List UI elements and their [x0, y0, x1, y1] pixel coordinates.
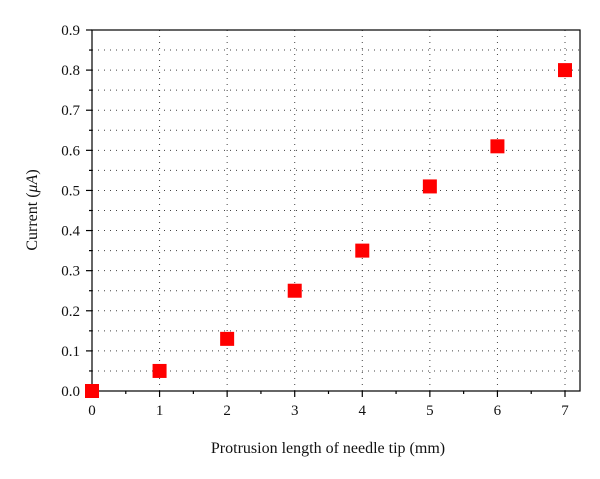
- x-tick-labels: 0 1 2 3 4 5 6 7: [88, 403, 569, 419]
- y-axis-title-prefix: Current (: [24, 192, 41, 250]
- data-point: [152, 363, 167, 378]
- data-point: [490, 139, 505, 154]
- y-tick-label: 0.3: [61, 264, 80, 280]
- x-tick-label: 5: [426, 403, 434, 419]
- x-tick-label: 1: [156, 403, 164, 419]
- y-tick-labels: 0.0 0.1 0.2 0.3 0.4 0.5 0.6 0.7 0.8 0.9: [61, 23, 80, 400]
- data-point: [287, 283, 302, 298]
- y-tick-label: 0.7: [61, 103, 80, 119]
- y-tick-label: 0.0: [61, 384, 80, 400]
- x-tick-label: 6: [494, 403, 502, 419]
- y-tick-label: 0.6: [61, 143, 80, 159]
- y-tick-label: 0.2: [61, 304, 80, 320]
- y-axis-title-suffix: ): [24, 169, 41, 174]
- data-points: [85, 63, 572, 398]
- data-point: [558, 63, 572, 78]
- data-point: [220, 331, 235, 346]
- y-axis-title: Current (μA): [24, 169, 41, 250]
- data-point: [422, 179, 437, 194]
- grid-lines: [92, 29, 580, 391]
- x-tick-label: 4: [359, 403, 367, 419]
- x-tick-label: 2: [223, 403, 231, 419]
- data-point: [355, 243, 370, 258]
- y-tick-label: 0.1: [61, 344, 80, 360]
- data-point: [85, 384, 99, 398]
- x-tick-label: 0: [88, 403, 96, 419]
- y-tick-label: 0.5: [61, 183, 80, 199]
- y-tick-label: 0.4: [61, 224, 80, 240]
- x-axis-title: Protrusion length of needle tip (mm): [211, 440, 445, 457]
- x-tick-label: 3: [291, 403, 299, 419]
- x-tick-label: 7: [561, 403, 569, 419]
- y-tick-label: 0.8: [61, 63, 80, 79]
- axis-ticks: [86, 29, 566, 397]
- y-tick-label: 0.9: [61, 23, 80, 39]
- y-axis-title-unit: μA: [24, 174, 41, 193]
